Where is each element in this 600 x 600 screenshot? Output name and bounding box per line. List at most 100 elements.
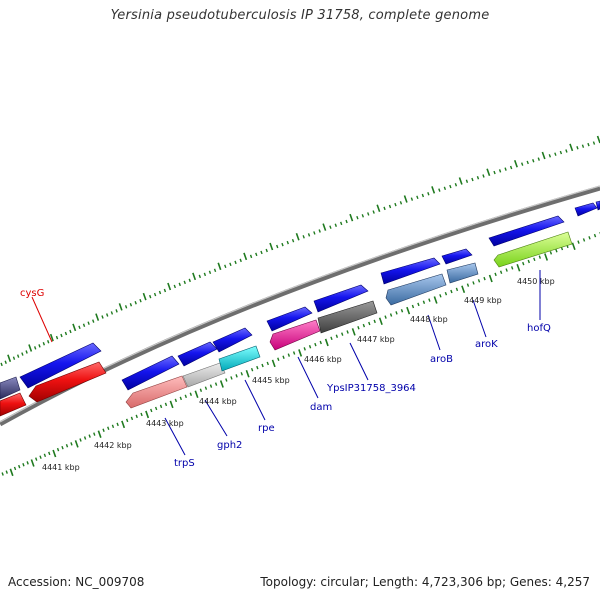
gene-label-gph2[interactable]: gph2: [217, 440, 242, 451]
tick-mark: [362, 323, 366, 328]
gene-arrow[interactable]: [441, 248, 473, 265]
gene-label-rpe[interactable]: rpe: [258, 423, 275, 434]
gene-arrow[interactable]: [212, 327, 253, 353]
tick-mark: [204, 386, 208, 390]
tick-mark: [295, 232, 300, 241]
tick-mark: [422, 300, 426, 304]
tick-mark: [1, 472, 4, 476]
gene-arrow[interactable]: [595, 200, 600, 211]
ypsip-leader: [349, 342, 369, 381]
tick-mark: [134, 300, 137, 305]
gene-arrow[interactable]: [0, 392, 27, 417]
tick-mark: [150, 408, 153, 413]
tick-mark: [330, 336, 333, 341]
tick-mark: [282, 355, 285, 359]
tick-mark: [493, 170, 496, 175]
tick-mark: [454, 183, 458, 187]
tick-mark: [357, 326, 360, 330]
genome-backbone-highlight: [0, 185, 600, 423]
tick-mark: [298, 349, 303, 357]
gene-arrow[interactable]: [0, 376, 21, 400]
tick-mark: [461, 285, 466, 294]
tick-mark: [33, 346, 37, 350]
tick-mark: [97, 430, 102, 438]
tick-mark: [438, 188, 441, 192]
tick-mark: [559, 150, 563, 155]
tick-mark: [378, 317, 383, 326]
ruler-label: 4445 kbp: [252, 376, 290, 385]
tick-mark: [107, 426, 110, 431]
tick-mark: [486, 168, 491, 177]
tick-mark: [373, 319, 376, 324]
trps-leader: [164, 417, 186, 456]
gene-arrow[interactable]: [125, 375, 188, 409]
tick-mark: [345, 219, 348, 224]
tick-mark: [587, 142, 590, 147]
gene-arrow[interactable]: [19, 342, 102, 389]
tick-mark: [153, 292, 157, 297]
tick-mark: [522, 261, 525, 266]
tick-mark: [292, 351, 296, 355]
tick-mark: [303, 347, 306, 351]
tick-mark: [121, 420, 126, 429]
tick-mark: [47, 339, 50, 344]
tick-mark: [35, 457, 38, 461]
tick-mark: [265, 248, 268, 253]
gene-arrow[interactable]: [269, 319, 321, 351]
tick-mark: [102, 428, 105, 432]
gene-label-hofq[interactable]: hofQ: [527, 323, 551, 334]
tick-mark: [22, 462, 25, 467]
gene-label-arob[interactable]: aroB: [430, 354, 453, 365]
tick-track: [0, 135, 600, 477]
tick-mark: [416, 195, 419, 200]
tick-mark: [346, 330, 349, 334]
gene-label-trps[interactable]: trpS: [174, 458, 195, 469]
gene-label-ypsip31758-3964[interactable]: YpsIP31758_3964: [326, 383, 416, 394]
gene-arrow[interactable]: [121, 355, 180, 391]
tick-mark: [173, 284, 176, 289]
gph2-leader: [204, 399, 228, 437]
tick-mark: [69, 329, 72, 334]
tick-mark: [537, 157, 540, 161]
gene-arrow[interactable]: [317, 300, 378, 334]
tick-mark: [61, 445, 64, 450]
tick-mark: [106, 313, 109, 317]
gene-arrow[interactable]: [28, 361, 107, 403]
tick-mark: [266, 361, 269, 366]
gene-label-cysg[interactable]: cysG: [20, 288, 44, 299]
tick-mark: [178, 282, 181, 287]
gene-arrow[interactable]: [380, 257, 441, 285]
gene-arrow[interactable]: [574, 202, 598, 217]
gene-arrow[interactable]: [446, 262, 479, 284]
gene-label-arok[interactable]: aroK: [475, 339, 498, 350]
tick-mark: [277, 357, 280, 362]
gene-arrow[interactable]: [493, 231, 573, 268]
gene-arrow[interactable]: [182, 362, 226, 388]
tick-mark: [313, 231, 316, 235]
tick-mark: [164, 402, 168, 407]
tick-mark: [5, 470, 8, 474]
tick-mark: [499, 270, 503, 274]
forward-strand-genes: [0, 200, 600, 400]
gene-label-dam[interactable]: dam: [310, 402, 332, 413]
tick-mark: [571, 242, 576, 251]
gene-arrow[interactable]: [218, 345, 261, 372]
tick-mark: [471, 177, 474, 182]
gene-arrow[interactable]: [177, 341, 218, 367]
tick-mark: [49, 333, 54, 342]
tick-mark: [28, 344, 33, 352]
tick-mark: [302, 235, 305, 239]
tick-mark: [25, 350, 28, 354]
gene-arrow[interactable]: [385, 273, 447, 306]
gene-arrow[interactable]: [488, 215, 565, 247]
tick-mark: [135, 414, 138, 419]
tick-mark: [7, 354, 12, 363]
gene-arrow[interactable]: [266, 306, 313, 332]
ruler-label: 4448 kbp: [410, 315, 448, 324]
tick-mark: [384, 315, 387, 319]
tick-mark: [213, 268, 217, 273]
tick-mark: [192, 272, 197, 281]
gene-arrow[interactable]: [313, 284, 369, 313]
tick-mark: [245, 369, 250, 378]
